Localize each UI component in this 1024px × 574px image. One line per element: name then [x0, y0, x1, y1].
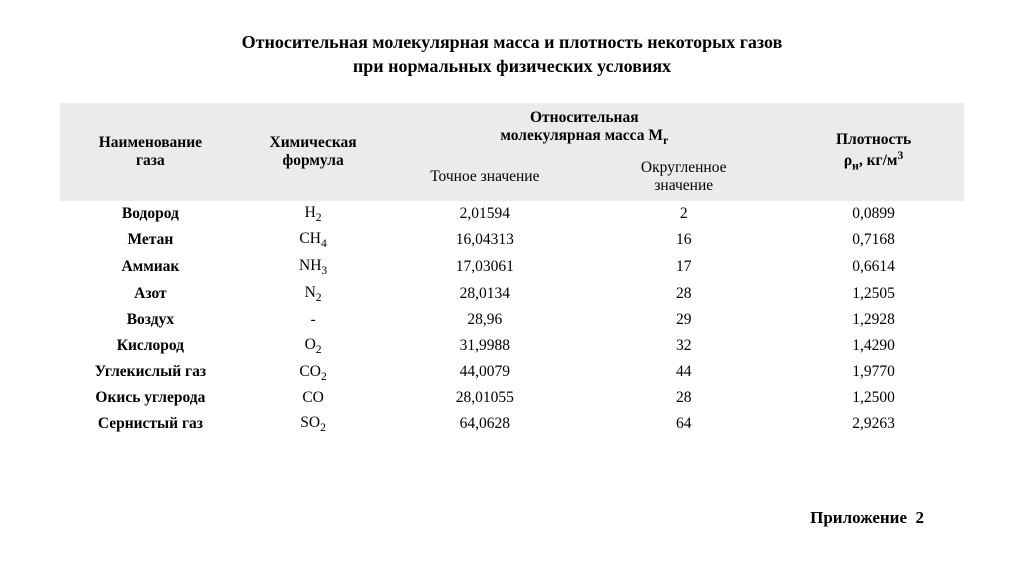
cell-name: Азот [60, 281, 241, 308]
cell-name: Окись углерода [60, 386, 241, 411]
cell-rounded: 2 [584, 201, 783, 228]
cell-rounded: 32 [584, 333, 783, 360]
col-header-density-l2: ρн, кг/м3 [791, 149, 956, 172]
formula-base: СН [299, 230, 321, 247]
cell-density: 1,2500 [783, 386, 964, 411]
table-row: Окись углерода СО 28,01055281,2500 [60, 386, 964, 411]
formula-subscript: 2 [321, 370, 327, 383]
cell-density: 0,6614 [783, 254, 964, 281]
cell-exact: 28,0134 [385, 281, 584, 308]
formula-base: NH [299, 257, 321, 274]
cell-name: Сернистый газ [60, 411, 241, 438]
cell-formula: Н2 [241, 201, 386, 228]
table-header: Наименование газа Химическая формула Отн… [60, 103, 964, 201]
cell-exact: 2,01594 [385, 201, 584, 228]
col-header-name-l1: Наименование [68, 134, 233, 152]
cell-density: 2,9263 [783, 411, 964, 438]
table-row: МетанСН416,04313160,7168 [60, 227, 964, 254]
cell-rounded: 28 [584, 281, 783, 308]
table-row: Сернистый газSO264,0628642,9263 [60, 411, 964, 438]
col-header-formula-l1: Химическая [249, 134, 378, 152]
table-row: КислородО231,9988321,4290 [60, 333, 964, 360]
cell-name: Аммиак [60, 254, 241, 281]
formula-subscript: 4 [321, 238, 327, 251]
col-header-density-sup: 3 [897, 149, 903, 162]
cell-rounded: 17 [584, 254, 783, 281]
col-header-mass-l1: Относительная [393, 109, 775, 127]
cell-formula: NH3 [241, 254, 386, 281]
appendix-label: Приложение 2 [60, 508, 964, 528]
formula-base: - [311, 311, 316, 328]
col-subheader-rounded-l1: Округленное [592, 159, 775, 177]
cell-rounded: 28 [584, 386, 783, 411]
title-line-2: при нормальных физических условиях [353, 56, 671, 76]
formula-subscript: 2 [320, 421, 326, 434]
gas-table: Наименование газа Химическая формула Отн… [60, 103, 964, 438]
cell-density: 0,7168 [783, 227, 964, 254]
cell-name: Воздух [60, 308, 241, 333]
cell-density: 1,2928 [783, 308, 964, 333]
col-subheader-exact: Точное значение [385, 153, 584, 201]
col-header-density: Плотность ρн, кг/м3 [783, 103, 964, 201]
table-row: Углекислый газСО244,0079441,9770 [60, 360, 964, 387]
cell-exact: 17,03061 [385, 254, 584, 281]
formula-subscript: 2 [316, 211, 322, 224]
cell-name: Углекислый газ [60, 360, 241, 387]
cell-exact: 28,01055 [385, 386, 584, 411]
cell-density: 1,9770 [783, 360, 964, 387]
cell-density: 1,2505 [783, 281, 964, 308]
col-header-formula: Химическая формула [241, 103, 386, 201]
cell-exact: 44,0079 [385, 360, 584, 387]
cell-formula: О2 [241, 333, 386, 360]
cell-exact: 28,96 [385, 308, 584, 333]
cell-rounded: 44 [584, 360, 783, 387]
page-title: Относительная молекулярная масса и плотн… [60, 30, 964, 79]
cell-formula: СН4 [241, 227, 386, 254]
col-header-name-l2: газа [68, 152, 233, 170]
col-subheader-rounded: Округленное значение [584, 153, 783, 201]
col-subheader-rounded-l2: значение [592, 177, 775, 195]
cell-name: Метан [60, 227, 241, 254]
title-line-1: Относительная молекулярная масса и плотн… [242, 32, 783, 52]
cell-rounded: 64 [584, 411, 783, 438]
table-row: ВодородН22,0159420,0899 [60, 201, 964, 228]
cell-formula: СО2 [241, 360, 386, 387]
col-header-mass-l2-pre: молекулярная масса М [500, 127, 663, 144]
col-header-name: Наименование газа [60, 103, 241, 201]
formula-subscript: 3 [321, 264, 327, 277]
cell-formula: СО [241, 386, 386, 411]
table-row: Воздух - 28,96291,2928 [60, 308, 964, 333]
cell-name: Кислород [60, 333, 241, 360]
col-header-formula-l2: формула [249, 152, 378, 170]
col-header-density-rho: ρ [844, 152, 852, 169]
formula-subscript: 2 [316, 343, 322, 356]
formula-base: СО [299, 363, 321, 380]
cell-rounded: 16 [584, 227, 783, 254]
table-body: ВодородН22,0159420,0899МетанСН416,043131… [60, 201, 964, 438]
cell-exact: 31,9988 [385, 333, 584, 360]
cell-formula: SO2 [241, 411, 386, 438]
formula-base: N [305, 284, 316, 301]
formula-base: Н [305, 204, 316, 221]
formula-base: SO [300, 414, 320, 431]
col-header-mass-l2-sub: r [663, 134, 668, 147]
formula-base: О [305, 336, 316, 353]
cell-exact: 16,04313 [385, 227, 584, 254]
cell-rounded: 29 [584, 308, 783, 333]
cell-density: 1,4290 [783, 333, 964, 360]
col-header-density-sub: н [852, 159, 859, 172]
cell-exact: 64,0628 [385, 411, 584, 438]
col-header-density-post: , кг/м [859, 152, 898, 169]
cell-formula: N2 [241, 281, 386, 308]
col-header-density-l1: Плотность [791, 131, 956, 149]
col-header-mass-l2: молекулярная масса Мr [393, 127, 775, 147]
cell-density: 0,0899 [783, 201, 964, 228]
cell-formula: - [241, 308, 386, 333]
col-header-mass-group: Относительная молекулярная масса Мr [385, 103, 783, 153]
table-row: АзотN228,0134281,2505 [60, 281, 964, 308]
formula-base: СО [302, 389, 324, 406]
table-row: АммиакNH317,03061170,6614 [60, 254, 964, 281]
cell-name: Водород [60, 201, 241, 228]
formula-subscript: 2 [316, 291, 322, 304]
